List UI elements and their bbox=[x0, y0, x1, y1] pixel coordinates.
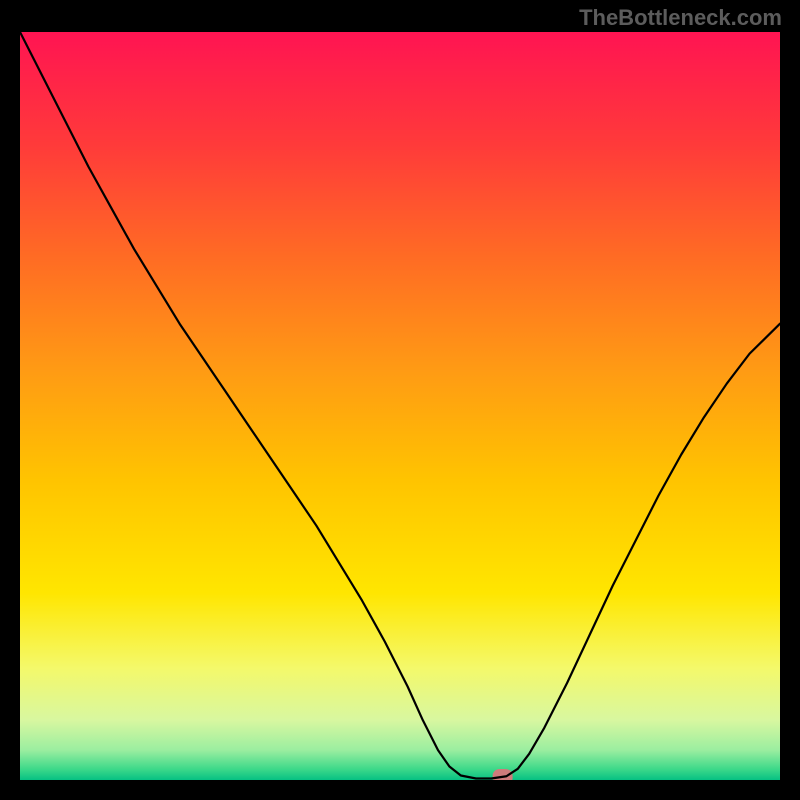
plot-area bbox=[20, 32, 780, 780]
gradient-background bbox=[20, 32, 780, 780]
chart-svg bbox=[20, 32, 780, 780]
chart-frame: TheBottleneck.com bbox=[0, 0, 800, 800]
watermark-text: TheBottleneck.com bbox=[579, 5, 782, 31]
